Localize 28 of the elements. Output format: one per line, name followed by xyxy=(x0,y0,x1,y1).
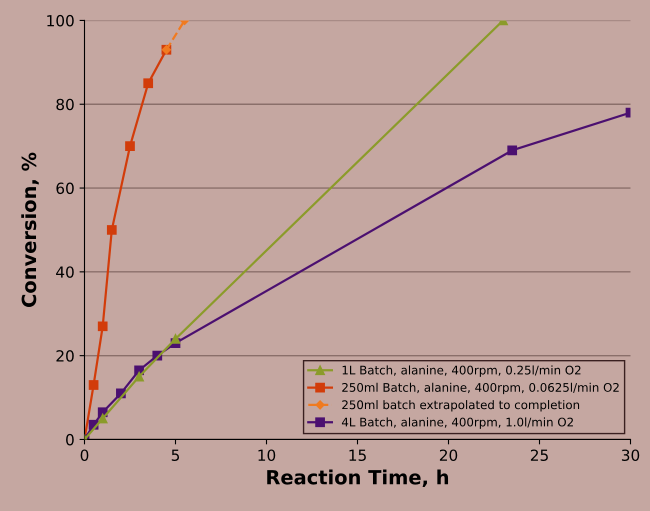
y-axis-title: Conversion, % xyxy=(21,152,39,307)
point xyxy=(170,334,180,344)
point xyxy=(143,78,154,88)
legend-label: 250ml Batch, alanine, 400rpm, 0.0625l/min O2 xyxy=(342,382,619,394)
legend-label: 1L Batch, alanine, 400rpm, 0.25l/min O2 xyxy=(342,365,580,377)
y-tick-label: 80 xyxy=(56,98,74,110)
x-tick-label: 10 xyxy=(258,449,276,462)
y-tick-label: 0 xyxy=(66,434,74,446)
x-tick-label: 30 xyxy=(622,449,640,462)
x-tick-label: 5 xyxy=(172,450,180,462)
x-tick-label: 0 xyxy=(80,449,88,462)
x-axis-title: Reaction Time, h xyxy=(267,470,448,488)
y-tick-label: 100 xyxy=(47,14,74,26)
legend-label: 4L Batch, alanine, 400rpm, 1.0l/min O2 xyxy=(342,417,573,429)
point xyxy=(134,372,144,382)
x-tick-label: 25 xyxy=(530,449,548,462)
x-tick-label: 15 xyxy=(349,450,366,462)
point xyxy=(125,141,135,152)
point xyxy=(98,414,108,424)
y-tick-label: 60 xyxy=(56,182,74,194)
x-tick-label: 20 xyxy=(440,449,458,462)
point xyxy=(106,225,117,235)
point xyxy=(507,145,518,156)
y-tick-label: 40 xyxy=(56,266,74,278)
legend-label: 250ml batch extrapolated to completion xyxy=(342,400,580,412)
y-tick-label: 20 xyxy=(56,350,74,362)
point xyxy=(98,321,108,332)
point xyxy=(88,380,98,390)
